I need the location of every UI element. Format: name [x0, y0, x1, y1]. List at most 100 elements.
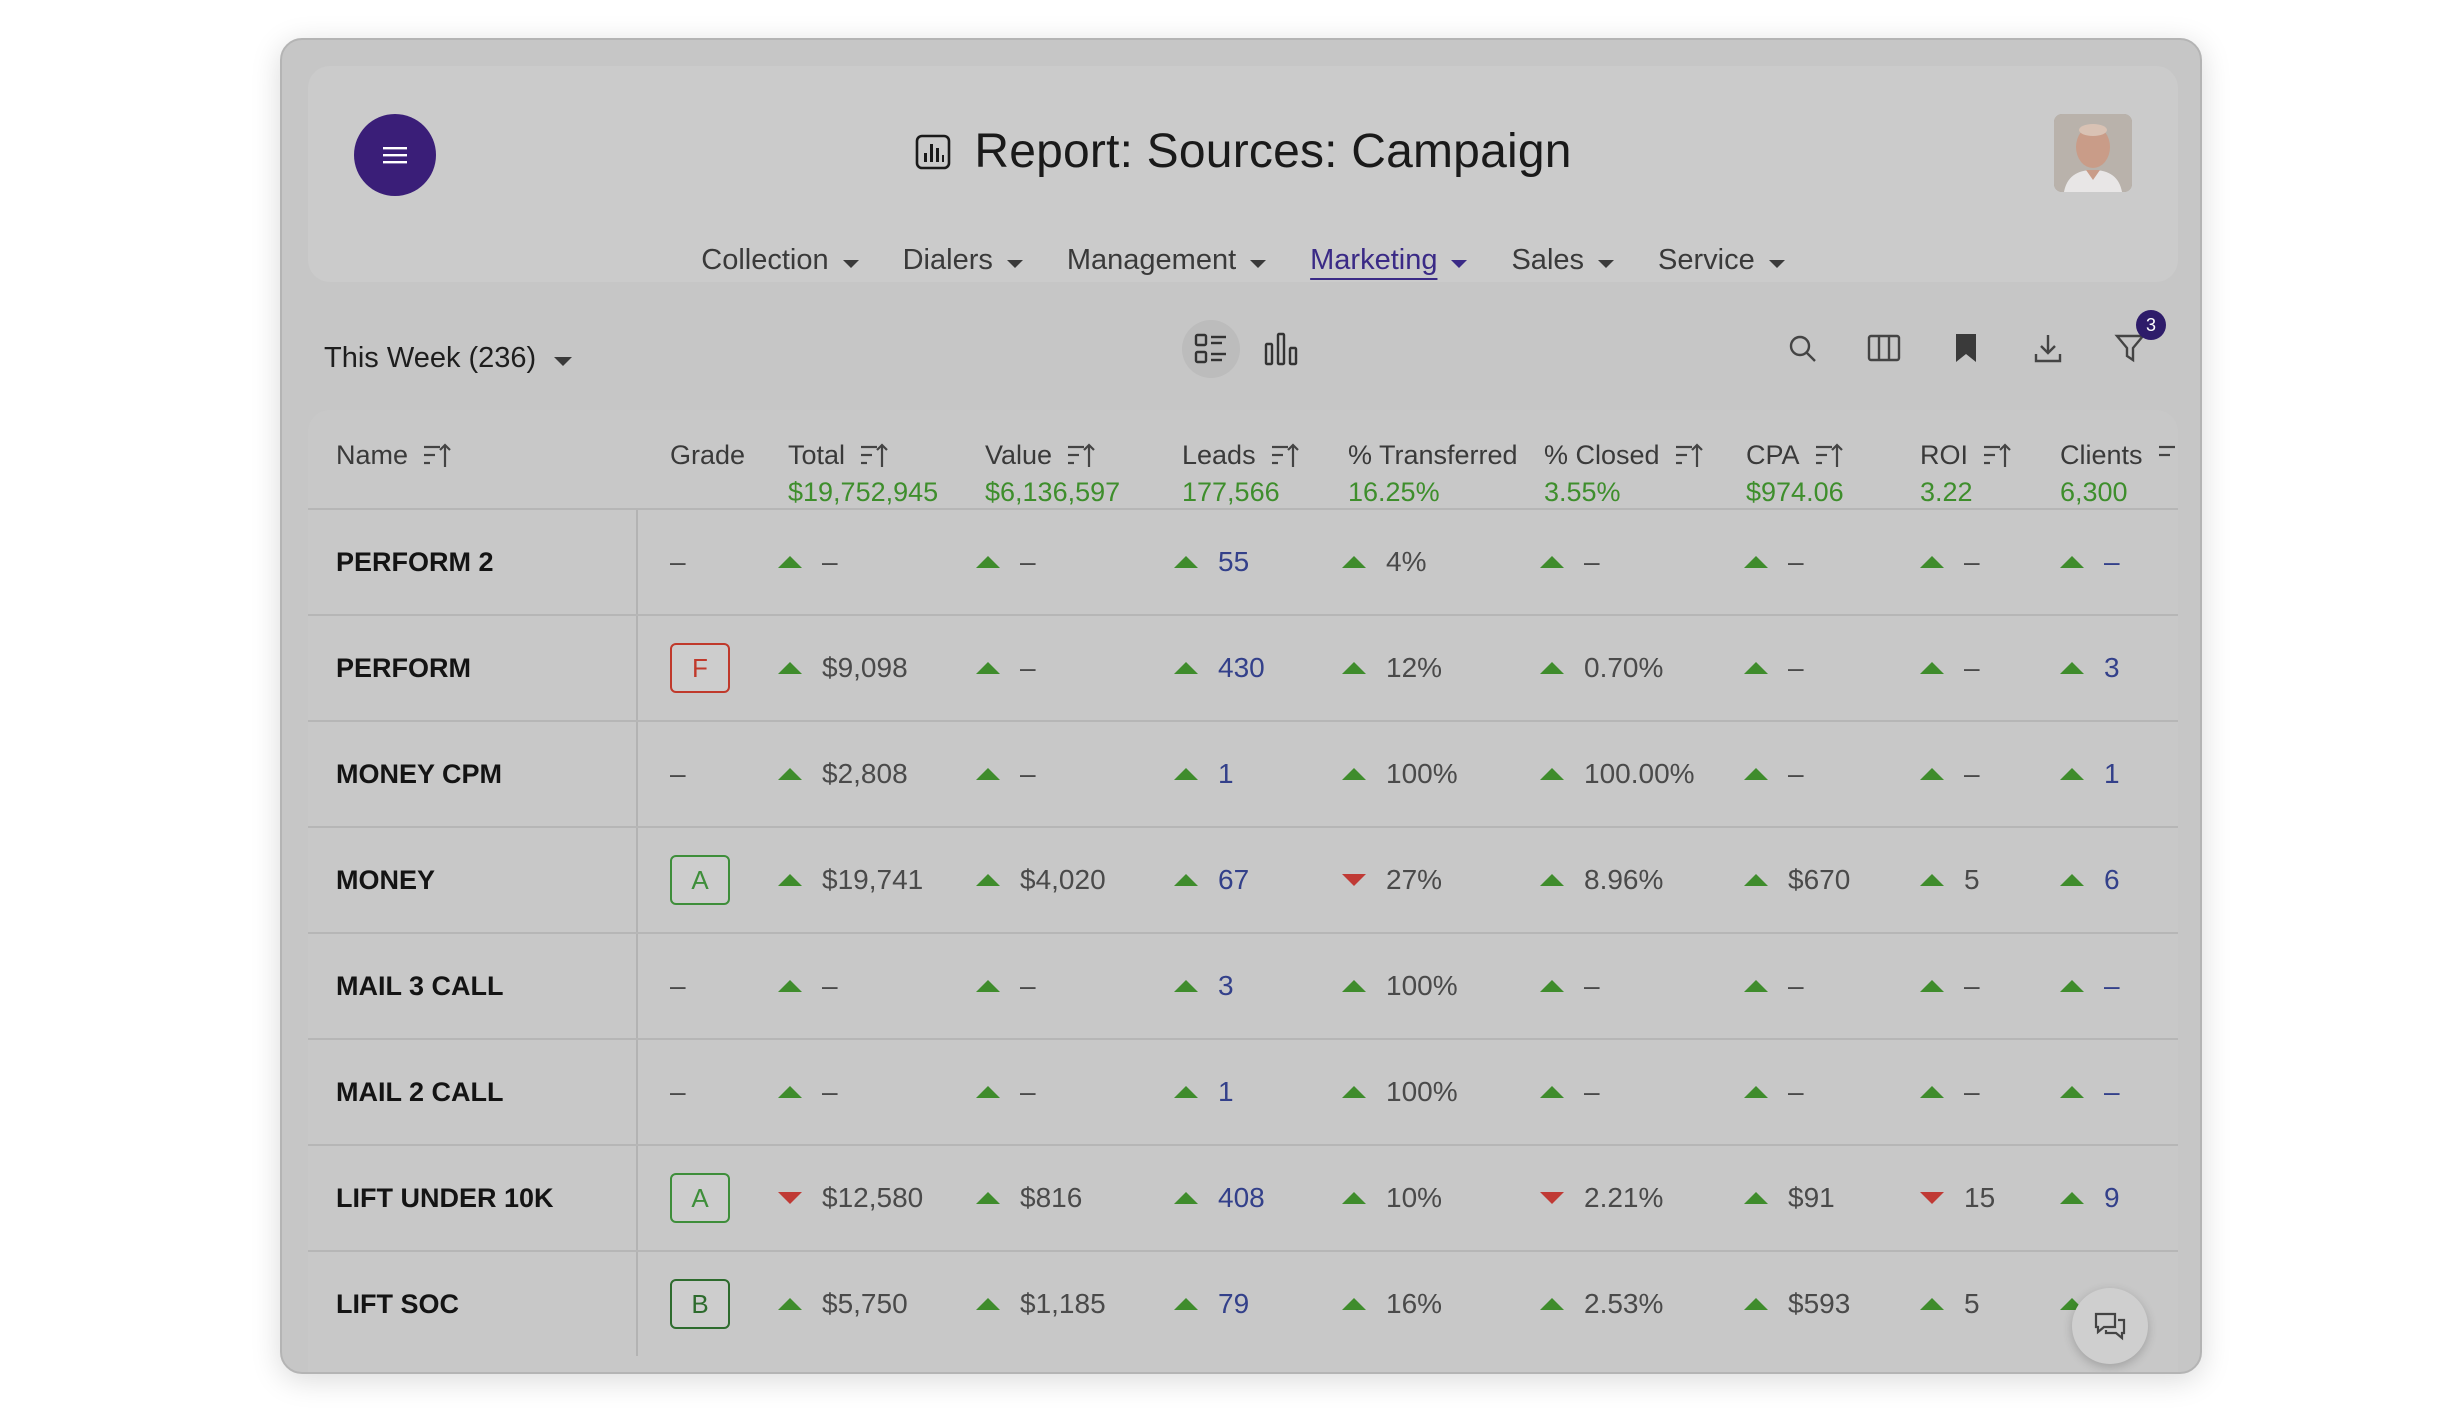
leads-value[interactable]: 67: [1218, 864, 1250, 895]
nav-dialers[interactable]: Dialers: [903, 244, 1023, 277]
bookmark-button[interactable]: [1942, 324, 1990, 372]
nav-collection[interactable]: Collection: [701, 244, 859, 277]
clients-value[interactable]: 6: [2104, 864, 2120, 895]
clients-value[interactable]: –: [2104, 970, 2120, 1001]
chevron-down-icon: [1768, 259, 1785, 268]
trend-down-icon: [1920, 1192, 1944, 1204]
hamburger-icon: [383, 147, 407, 164]
col-roi[interactable]: ROI 3.22: [1920, 440, 2012, 508]
leads-value[interactable]: 3: [1218, 970, 1234, 1001]
trend-up-icon: [976, 1298, 1000, 1310]
leads-value[interactable]: 55: [1218, 546, 1250, 577]
cpa-cell: $91: [1744, 1146, 1835, 1250]
menu-button[interactable]: [354, 114, 436, 196]
list-view-button[interactable]: [1182, 320, 1240, 378]
period-select[interactable]: This Week (236): [324, 342, 573, 375]
chat-button[interactable]: [2072, 1288, 2148, 1364]
closed-value: 0.70%: [1584, 652, 1664, 683]
nav-sales[interactable]: Sales: [1511, 244, 1615, 277]
leads-value[interactable]: 79: [1218, 1288, 1250, 1319]
closed-cell: 100.00%: [1540, 722, 1695, 826]
roi-value: –: [1964, 1076, 1980, 1107]
nav-management[interactable]: Management: [1067, 244, 1267, 277]
nav-marketing[interactable]: Marketing: [1310, 244, 1468, 277]
leads-value[interactable]: 430: [1218, 652, 1265, 683]
table-row[interactable]: PERFORM F $9,098 – 430 12% 0.70% – – 3: [308, 614, 2178, 720]
trend-up-icon: [2060, 1192, 2084, 1204]
total-cell: $12,580: [778, 1146, 923, 1250]
col-closed[interactable]: % Closed 3.55%: [1544, 440, 1704, 508]
leads-cell: 67: [1174, 828, 1249, 932]
trend-up-icon: [2060, 874, 2084, 886]
row-name[interactable]: PERFORM 2: [308, 510, 638, 614]
col-clients[interactable]: Clients 6,300: [2060, 440, 2177, 508]
trend-up-icon: [1174, 1192, 1198, 1204]
search-button[interactable]: [1778, 324, 1826, 372]
clients-value[interactable]: 3: [2104, 652, 2120, 683]
total-value: $5,750: [822, 1288, 908, 1319]
col-grade: Grade: [670, 440, 746, 470]
cpa-value: $593: [1788, 1288, 1851, 1319]
table-row[interactable]: MONEY A $19,741 $4,020 67 27% 8.96% $670 5 6: [308, 826, 2178, 932]
closed-cell: –: [1540, 510, 1600, 614]
clients-value[interactable]: 9: [2104, 1182, 2120, 1213]
row-name[interactable]: LIFT UNDER 10K: [308, 1146, 638, 1250]
trend-up-icon: [1744, 874, 1768, 886]
roi-value: –: [1964, 652, 1980, 683]
col-name[interactable]: Name: [336, 440, 452, 471]
total-value: –: [822, 970, 838, 1001]
chevron-down-icon: [1598, 259, 1615, 268]
col-transferred[interactable]: % Transferred 16.25%: [1348, 440, 1518, 507]
trend-up-icon: [2060, 1086, 2084, 1098]
row-name[interactable]: MAIL 3 CALL: [308, 934, 638, 1038]
search-icon: [1789, 335, 1816, 362]
row-name[interactable]: MONEY: [308, 828, 638, 932]
nav-service[interactable]: Service: [1658, 244, 1785, 277]
table-row[interactable]: MAIL 3 CALL – – – 3 100% – – – –: [308, 932, 2178, 1038]
clients-value[interactable]: –: [2104, 546, 2120, 577]
row-name[interactable]: PERFORM: [308, 616, 638, 720]
transferred-cell: 100%: [1342, 934, 1458, 1038]
columns-button[interactable]: [1860, 324, 1908, 372]
col-total[interactable]: Total $19,752,945: [788, 440, 939, 507]
leads-value[interactable]: 1: [1218, 758, 1234, 789]
filter-button[interactable]: 3: [2106, 310, 2166, 372]
col-leads[interactable]: Leads 177,566: [1182, 440, 1300, 508]
trend-up-icon: [1920, 1298, 1944, 1310]
clients-value[interactable]: –: [2104, 1076, 2120, 1107]
trend-up-icon: [976, 556, 1000, 568]
chart-view-button[interactable]: [1252, 320, 1310, 378]
table-row[interactable]: PERFORM 2 – – – 55 4% – – – –: [308, 508, 2178, 614]
bar-chart-box-icon: [916, 134, 951, 169]
trend-up-icon: [1744, 1192, 1768, 1204]
leads-value[interactable]: 408: [1218, 1182, 1265, 1213]
col-cpa[interactable]: CPA $974.06: [1746, 440, 1844, 507]
trend-up-icon: [778, 1086, 802, 1098]
bar-chart-view-icon: [1264, 332, 1298, 366]
roi-cell: 15: [1920, 1146, 1995, 1250]
value-value: –: [1020, 546, 1036, 577]
cpa-value: $670: [1788, 864, 1851, 895]
row-name[interactable]: LIFT SOC: [308, 1252, 638, 1356]
leads-value[interactable]: 1: [1218, 1076, 1234, 1107]
row-name[interactable]: MONEY CPM: [308, 722, 638, 826]
cpa-cell: –: [1744, 934, 1804, 1038]
value-cell: –: [976, 510, 1036, 614]
cpa-cell: $670: [1744, 828, 1850, 932]
cpa-cell: $593: [1744, 1252, 1850, 1356]
table-row[interactable]: MONEY CPM – $2,808 – 1 100% 100.00% – – 1: [308, 720, 2178, 826]
download-button[interactable]: [2024, 324, 2072, 372]
table-row[interactable]: MAIL 2 CALL – – – 1 100% – – – –: [308, 1038, 2178, 1144]
table-row[interactable]: LIFT UNDER 10K A $12,580 $816 408 10% 2.21% $91…: [308, 1144, 2178, 1250]
transferred-cell: 100%: [1342, 722, 1458, 826]
cpa-sum: $974.06: [1746, 477, 1844, 507]
trend-up-icon: [1540, 874, 1564, 886]
trend-up-icon: [1540, 980, 1564, 992]
trend-up-icon: [1540, 662, 1564, 674]
clients-value[interactable]: 1: [2104, 758, 2120, 789]
col-value[interactable]: Value $6,136,597: [985, 440, 1121, 507]
avatar[interactable]: [2054, 114, 2132, 192]
row-name[interactable]: MAIL 2 CALL: [308, 1040, 638, 1144]
trend-up-icon: [2060, 556, 2084, 568]
